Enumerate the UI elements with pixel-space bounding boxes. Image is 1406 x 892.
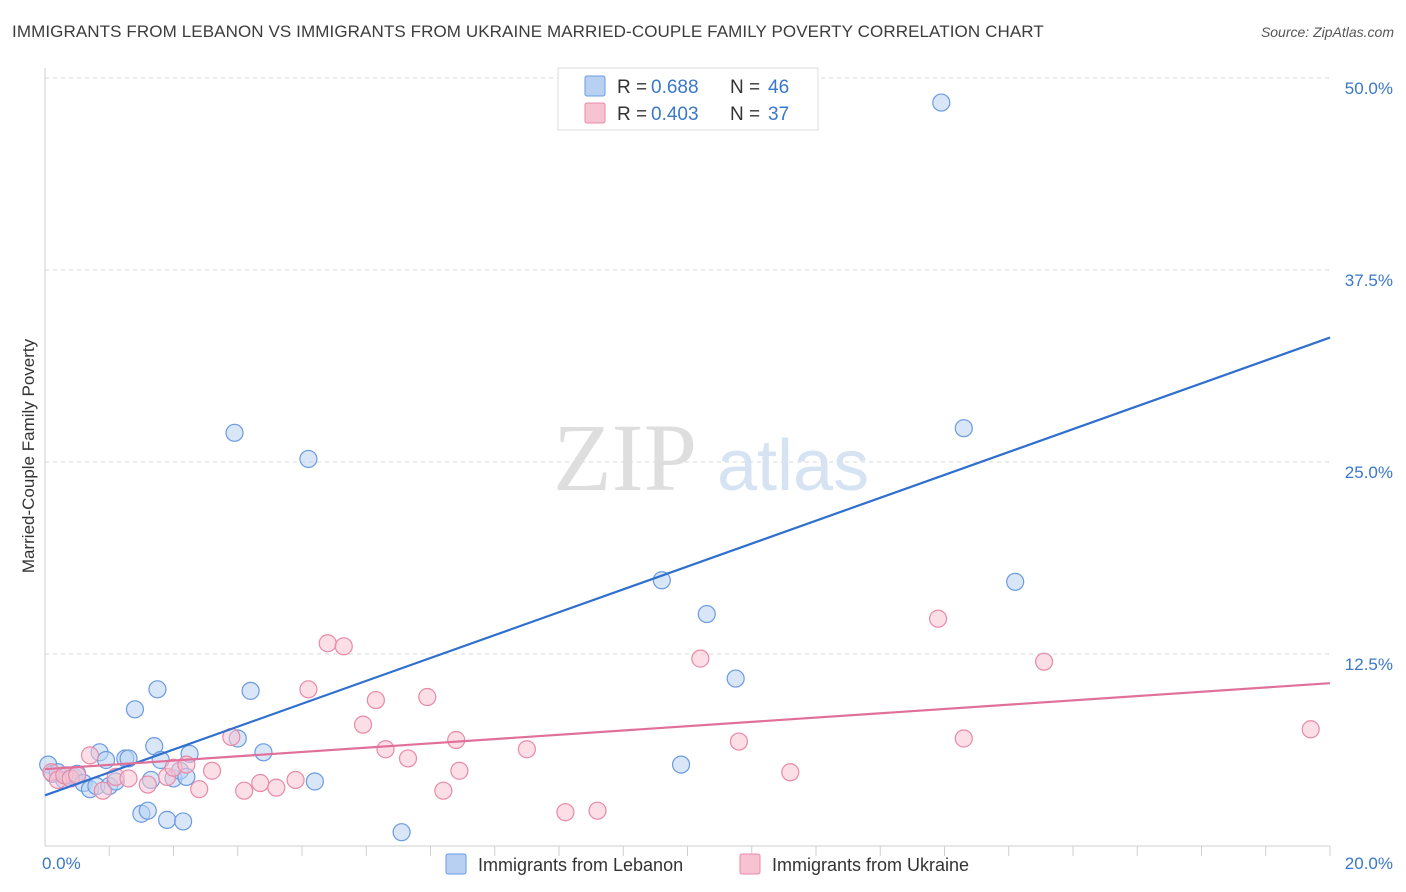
ukraine-point-27 (418, 687, 437, 707)
chart-title: IMMIGRANTS FROM LEBANON VS IMMIGRANTS FR… (12, 22, 1044, 41)
ukraine-point-33 (588, 801, 607, 820)
legend-swatch-lebanon (584, 75, 606, 97)
ukraine-point-8 (119, 769, 138, 788)
lebanon-point-38 (697, 604, 716, 624)
legend-n-value-ukraine: 37 (768, 104, 789, 125)
ukraine-point-14 (202, 761, 222, 780)
legend-box: R = 0.688 N = 46 R = 0.403 N = 37 (557, 67, 819, 131)
lebanon-point-23 (157, 810, 177, 829)
ukraine-trend-line (44, 682, 1331, 771)
legend-r-label-ukraine: R = (617, 104, 647, 125)
y-tick-label-3: 50.0% (1345, 79, 1393, 98)
ukraine-point-26 (398, 749, 418, 768)
lebanon-point-37 (671, 755, 691, 774)
lebanon-point-16 (125, 700, 145, 719)
ukraine-point-25 (376, 740, 395, 759)
ukraine-point-17 (251, 773, 270, 793)
ukraine-points (42, 609, 1320, 822)
ukraine-point-29 (447, 730, 466, 750)
lebanon-point-40 (932, 93, 951, 112)
legend-n-label-ukraine: N = (730, 104, 760, 125)
ukraine-point-19 (286, 770, 305, 790)
ukraine-point-34 (691, 649, 710, 668)
ukraine-point-31 (517, 740, 536, 759)
bottom-legend-label-ukraine: Immigrants from Ukraine (772, 855, 969, 875)
legend-r-label-lebanon: R = (617, 77, 647, 98)
ukraine-point-30 (450, 761, 469, 780)
watermark-atlas: atlas (717, 426, 869, 506)
lebanon-point-31 (241, 681, 260, 700)
y-tick-label-2: 37.5% (1345, 271, 1393, 290)
lebanon-point-29 (225, 423, 244, 442)
lebanon-points (39, 93, 1025, 842)
x-tick-label-min: 0.0% (42, 854, 81, 873)
ukraine-point-13 (190, 780, 209, 799)
ukraine-point-28 (434, 781, 453, 800)
ukraine-point-16 (235, 781, 254, 800)
legend-r-value-ukraine: 0.403 (651, 104, 699, 125)
bottom-legend-swatch-lebanon (445, 853, 467, 875)
x-axis-ticks (108, 846, 1331, 856)
bottom-legend: Immigrants from Lebanon Immigrants from … (445, 853, 969, 875)
ukraine-point-20 (299, 680, 318, 699)
ukraine-point-24 (366, 690, 385, 710)
legend-n-label-lebanon: N = (730, 77, 760, 98)
y-tick-labels: 12.5% 25.0% 37.5% 50.0% (1345, 79, 1393, 674)
x-tick-label-max: 20.0% (1345, 854, 1393, 873)
ukraine-point-37 (928, 609, 948, 628)
ukraine-point-32 (556, 803, 575, 822)
lebanon-point-26 (174, 812, 193, 831)
ukraine-point-6 (93, 781, 112, 800)
ukraine-point-35 (729, 732, 749, 751)
bottom-legend-label-lebanon: Immigrants from Lebanon (478, 855, 683, 875)
ukraine-point-22 (334, 637, 353, 656)
legend-r-value-lebanon: 0.688 (651, 77, 699, 98)
watermark-zip: ZIP (553, 404, 697, 511)
y-axis-label: Married-Couple Family Poverty (19, 338, 38, 573)
ukraine-point-21 (318, 634, 337, 653)
ukraine-point-23 (353, 715, 373, 734)
lebanon-point-41 (954, 419, 973, 438)
trend-lines (44, 336, 1331, 797)
ukraine-point-40 (1301, 720, 1320, 739)
legend-n-value-lebanon: 46 (768, 77, 789, 98)
bottom-legend-swatch-ukraine (739, 853, 761, 875)
ukraine-point-9 (138, 775, 157, 794)
y-tick-label-0: 12.5% (1345, 655, 1393, 674)
lebanon-point-35 (392, 823, 411, 842)
source-credit: Source: ZipAtlas.com (1260, 24, 1394, 40)
lebanon-point-32 (254, 743, 273, 762)
ukraine-point-36 (781, 763, 800, 782)
legend-swatch-ukraine (584, 102, 606, 124)
ukraine-point-18 (267, 778, 286, 797)
ukraine-point-5 (80, 746, 100, 765)
watermark: ZIP atlas (553, 404, 869, 511)
lebanon-point-39 (726, 669, 745, 688)
y-tick-label-1: 25.0% (1345, 463, 1393, 482)
lebanon-trend-line (44, 336, 1331, 797)
ukraine-point-39 (1034, 652, 1054, 671)
lebanon-point-42 (1006, 572, 1025, 591)
lebanon-point-18 (138, 801, 157, 820)
lebanon-point-21 (148, 680, 167, 699)
lebanon-point-33 (299, 449, 318, 469)
ukraine-point-38 (954, 729, 973, 748)
lebanon-point-34 (305, 772, 324, 791)
